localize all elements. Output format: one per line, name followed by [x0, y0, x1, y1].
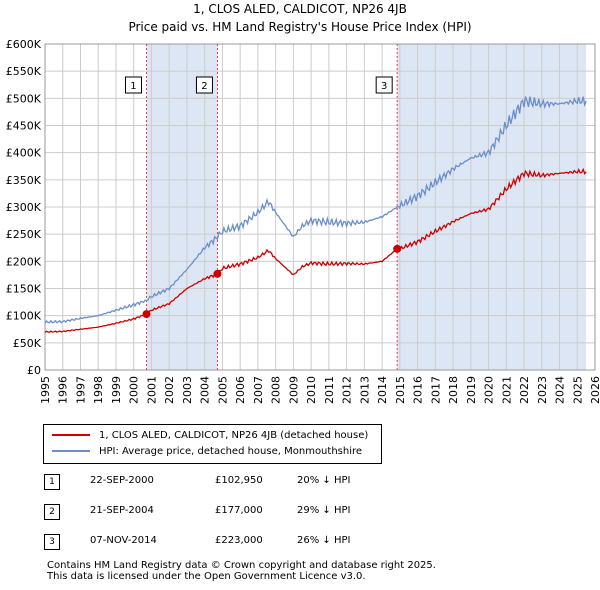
x-tick-label: 2017	[429, 376, 442, 404]
x-tick-label: 2006	[234, 376, 247, 404]
sale-hpi-diff: 29% ↓ HPI	[297, 505, 351, 516]
x-tick-label: 2008	[270, 376, 283, 404]
x-tick-label: 2000	[128, 376, 141, 404]
price-chart: £0 £50K £100K £150K £200K £250K £300K £350K £400…	[6, 38, 600, 404]
plot-frame	[44, 43, 596, 371]
x-tick-label: 2021	[500, 376, 513, 404]
x-tick-label: 2004	[199, 376, 212, 404]
y-tick-label: £500K	[6, 92, 42, 105]
sale-price: £102,950	[215, 475, 263, 486]
legend-swatch-property	[52, 434, 90, 436]
y-tick-label: £100K	[6, 310, 42, 323]
x-tick-label: 2005	[216, 376, 229, 404]
sale-price: £177,000	[215, 505, 263, 516]
sale-date: 07-NOV-2014	[90, 535, 157, 546]
x-tick-label: 2011	[323, 376, 336, 404]
legend-label-property: 1, CLOS ALED, CALDICOT, NP26 4JB (detach…	[99, 430, 369, 441]
y-tick-label: £550K	[6, 65, 42, 78]
x-tick-label: 2007	[252, 376, 265, 404]
x-tick-label: 2003	[181, 376, 194, 404]
table-row: 3 07-NOV-2014 £223,000 26% ↓ HPI	[40, 532, 600, 562]
chart-title-line2: Price paid vs. HM Land Registry's House …	[128, 20, 472, 34]
y-tick-label: £350K	[6, 174, 42, 187]
x-tick-label: 2002	[163, 376, 176, 404]
x-tick-label: 2013	[358, 376, 371, 404]
x-tick-label: 1999	[110, 376, 123, 404]
x-tick-label: 2001	[145, 376, 158, 404]
sale-number-badge: 2	[44, 504, 60, 520]
y-tick-label: £50K	[13, 337, 42, 350]
x-tick-label: 1997	[74, 376, 87, 404]
sale-hpi-diff: 26% ↓ HPI	[297, 535, 351, 546]
x-tick-label: 2024	[554, 376, 567, 404]
x-tick-label: 2015	[394, 376, 407, 404]
sale-marker-label: 3	[375, 76, 393, 94]
sale-point	[393, 244, 402, 253]
sale-hpi-diff: 20% ↓ HPI	[297, 475, 351, 486]
hpi-series-line	[44, 96, 587, 324]
table-row: 2 21-SEP-2004 £177,000 29% ↓ HPI	[40, 502, 600, 532]
sale-marker-box	[124, 76, 142, 94]
x-tick-label: 2009	[287, 376, 300, 404]
y-tick-label: £400K	[6, 147, 42, 160]
sale-point	[142, 310, 151, 319]
sale-price: £223,000	[215, 535, 263, 546]
legend: 1, CLOS ALED, CALDICOT, NP26 4JB (detach…	[43, 424, 382, 464]
sale-marker-label: 2	[195, 76, 213, 94]
property-series-line	[44, 167, 587, 334]
footer-license: This data is licensed under the Open Gov…	[47, 571, 366, 582]
y-tick-label: £200K	[6, 255, 42, 268]
x-tick-label: 2012	[341, 376, 354, 404]
sale-marker-label: 1	[124, 76, 142, 94]
chart-title-line1: 1, CLOS ALED, CALDICOT, NP26 4JB	[193, 2, 407, 16]
sale-marker-box	[195, 76, 213, 94]
sale-number-badge: 3	[44, 534, 60, 550]
sale-date: 21-SEP-2004	[90, 505, 154, 516]
x-tick-label: 2014	[376, 376, 389, 404]
x-tick-label: 2020	[483, 376, 496, 404]
legend-item-hpi: HPI: Average price, detached house, Monm…	[52, 445, 362, 459]
sale-marker-number: 1	[130, 81, 136, 92]
chart-title: 1, CLOS ALED, CALDICOT, NP26 4JB Price p…	[0, 0, 600, 36]
x-tick-label: 2010	[305, 376, 318, 404]
footer-copyright: Contains HM Land Registry data © Crown c…	[47, 560, 436, 571]
x-tick-label: 2023	[536, 376, 549, 404]
sale-number-badge: 1	[44, 474, 60, 490]
x-tick-label: 2018	[447, 376, 460, 404]
sale-marker-number: 2	[201, 81, 207, 92]
sale-marker-box	[375, 76, 393, 94]
x-tick-label: 2026	[589, 376, 600, 404]
y-tick-label: £150K	[6, 283, 42, 296]
x-tick-label: 1998	[92, 376, 105, 404]
y-tick-label: £250K	[6, 228, 42, 241]
sales-table: 1 22-SEP-2000 £102,950 20% ↓ HPI 2 21-SE…	[40, 472, 600, 562]
y-tick-label: £600K	[6, 38, 42, 51]
x-tick-label: 2022	[518, 376, 531, 404]
legend-item-property: 1, CLOS ALED, CALDICOT, NP26 4JB (detach…	[52, 429, 368, 443]
y-tick-label: £0	[27, 364, 41, 377]
sale-marker-number: 3	[381, 81, 387, 92]
legend-swatch-hpi	[52, 450, 90, 452]
footer: Contains HM Land Registry data © Crown c…	[47, 560, 436, 582]
table-row: 1 22-SEP-2000 £102,950 20% ↓ HPI	[40, 472, 600, 502]
x-tick-label: 2025	[571, 376, 584, 404]
x-tick-label: 2019	[465, 376, 478, 404]
sale-date: 22-SEP-2000	[90, 475, 154, 486]
sale-point	[213, 269, 222, 278]
y-tick-label: £450K	[6, 120, 42, 133]
x-tick-label: 1996	[57, 376, 70, 404]
legend-label-hpi: HPI: Average price, detached house, Monm…	[99, 446, 363, 457]
y-tick-label: £300K	[6, 201, 42, 214]
x-tick-label: 1995	[39, 376, 52, 404]
x-tick-label: 2016	[412, 376, 425, 404]
